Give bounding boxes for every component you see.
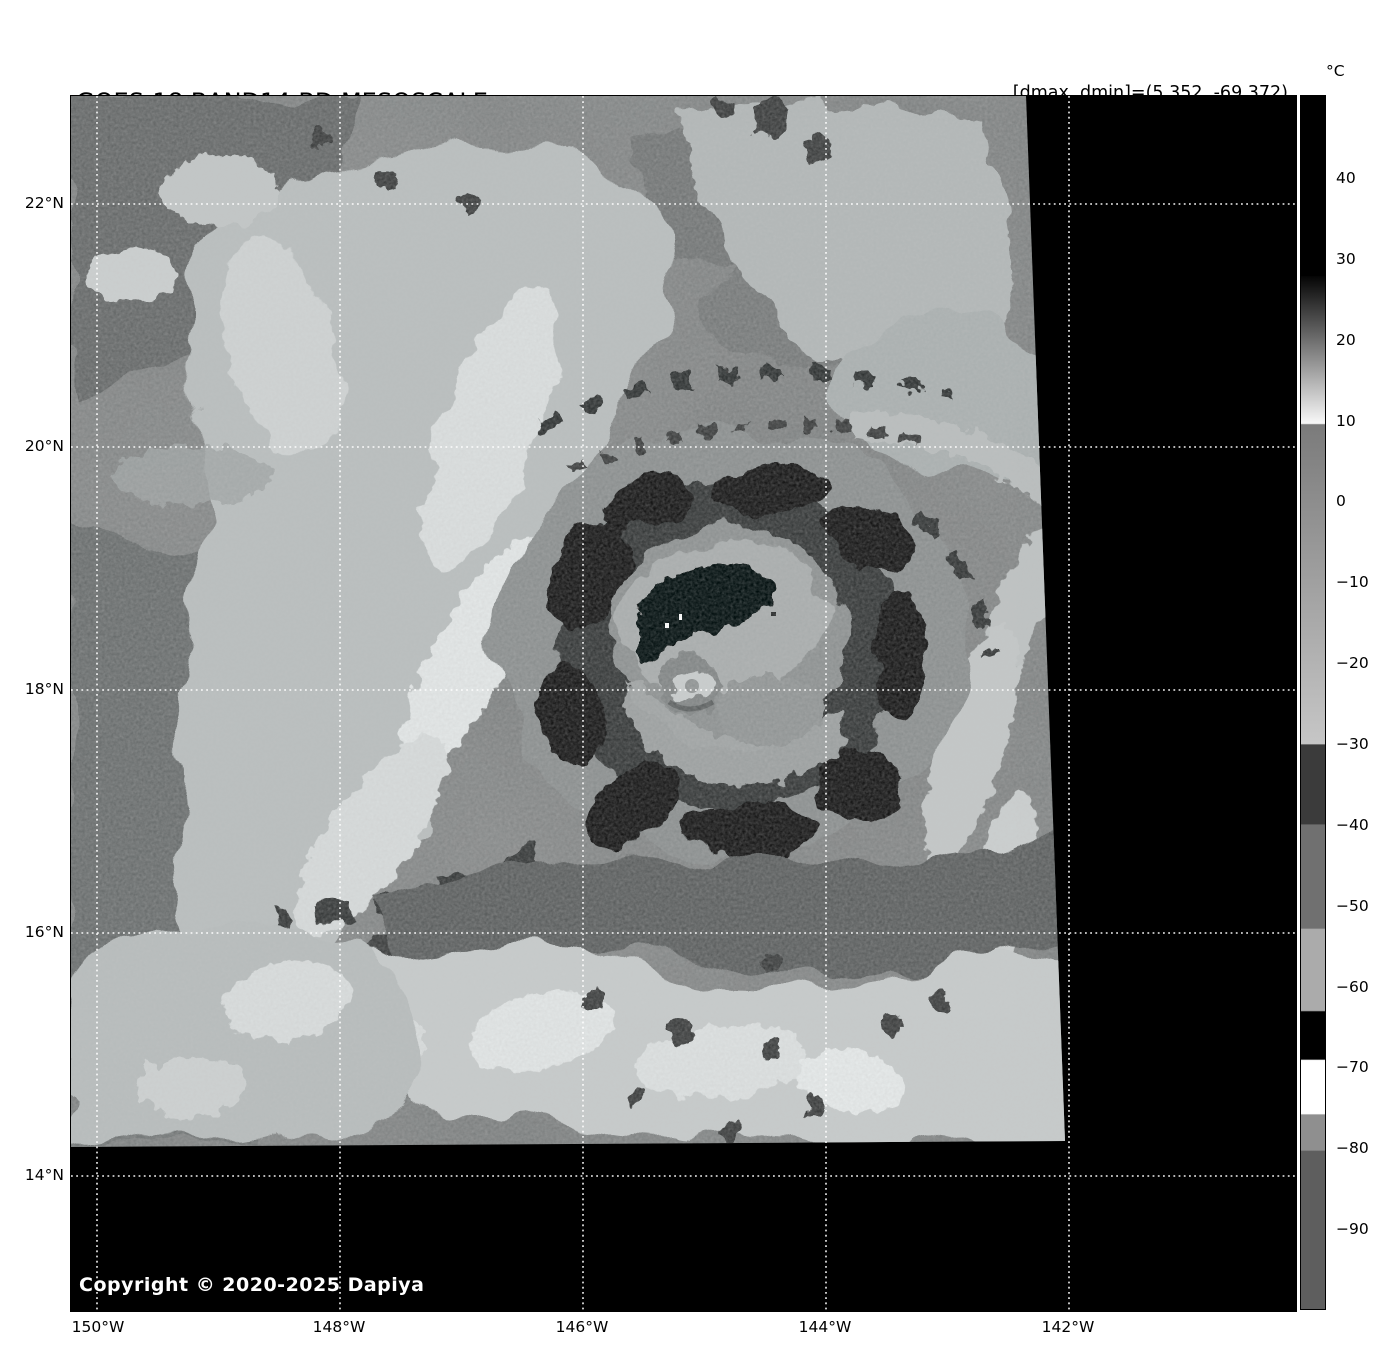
lat-tick-label: 16°N xyxy=(24,923,64,941)
colorbar-tick-label: −60 xyxy=(1336,978,1369,996)
colorbar-tick-label: −90 xyxy=(1336,1220,1369,1238)
colorbar-tick-label: 40 xyxy=(1336,169,1356,187)
graticule xyxy=(71,96,1296,1311)
lon-tick-label: 146°W xyxy=(555,1318,609,1336)
colorbar-tick-label: −70 xyxy=(1336,1058,1369,1076)
lat-tick-label: 20°N xyxy=(24,437,64,455)
colorbar-tick-label: −80 xyxy=(1336,1139,1369,1157)
colorbar-unit-label: °C xyxy=(1326,62,1345,80)
copyright-notice: Copyright © 2020-2025 Dapiya xyxy=(79,1274,425,1296)
lat-tick-label: 18°N xyxy=(24,680,64,698)
colorbar-tick-label: 20 xyxy=(1336,331,1356,349)
colorbar-tick-label: −10 xyxy=(1336,573,1369,591)
lat-tick-label: 14°N xyxy=(24,1166,64,1184)
colorbar-tick-label: 30 xyxy=(1336,250,1356,268)
colorbar-tick-label: −20 xyxy=(1336,654,1369,672)
colorbar-tick-label: 0 xyxy=(1336,492,1346,510)
lon-tick-label: 148°W xyxy=(312,1318,366,1336)
lon-tick-label: 144°W xyxy=(798,1318,852,1336)
satellite-image xyxy=(71,96,1296,1311)
colorbar-tick-label: −30 xyxy=(1336,735,1369,753)
temperature-colorbar xyxy=(1300,95,1326,1310)
satellite-data-region xyxy=(71,96,1065,1147)
colorbar-tick-label: 10 xyxy=(1336,412,1356,430)
colorbar-tick-label: −40 xyxy=(1336,816,1369,834)
lon-tick-label: 142°W xyxy=(1041,1318,1095,1336)
lon-tick-label: 150°W xyxy=(71,1318,125,1336)
colorbar-tick-label: −50 xyxy=(1336,897,1369,915)
lat-tick-label: 22°N xyxy=(24,194,64,212)
satellite-map: Copyright © 2020-2025 Dapiya xyxy=(70,95,1297,1312)
